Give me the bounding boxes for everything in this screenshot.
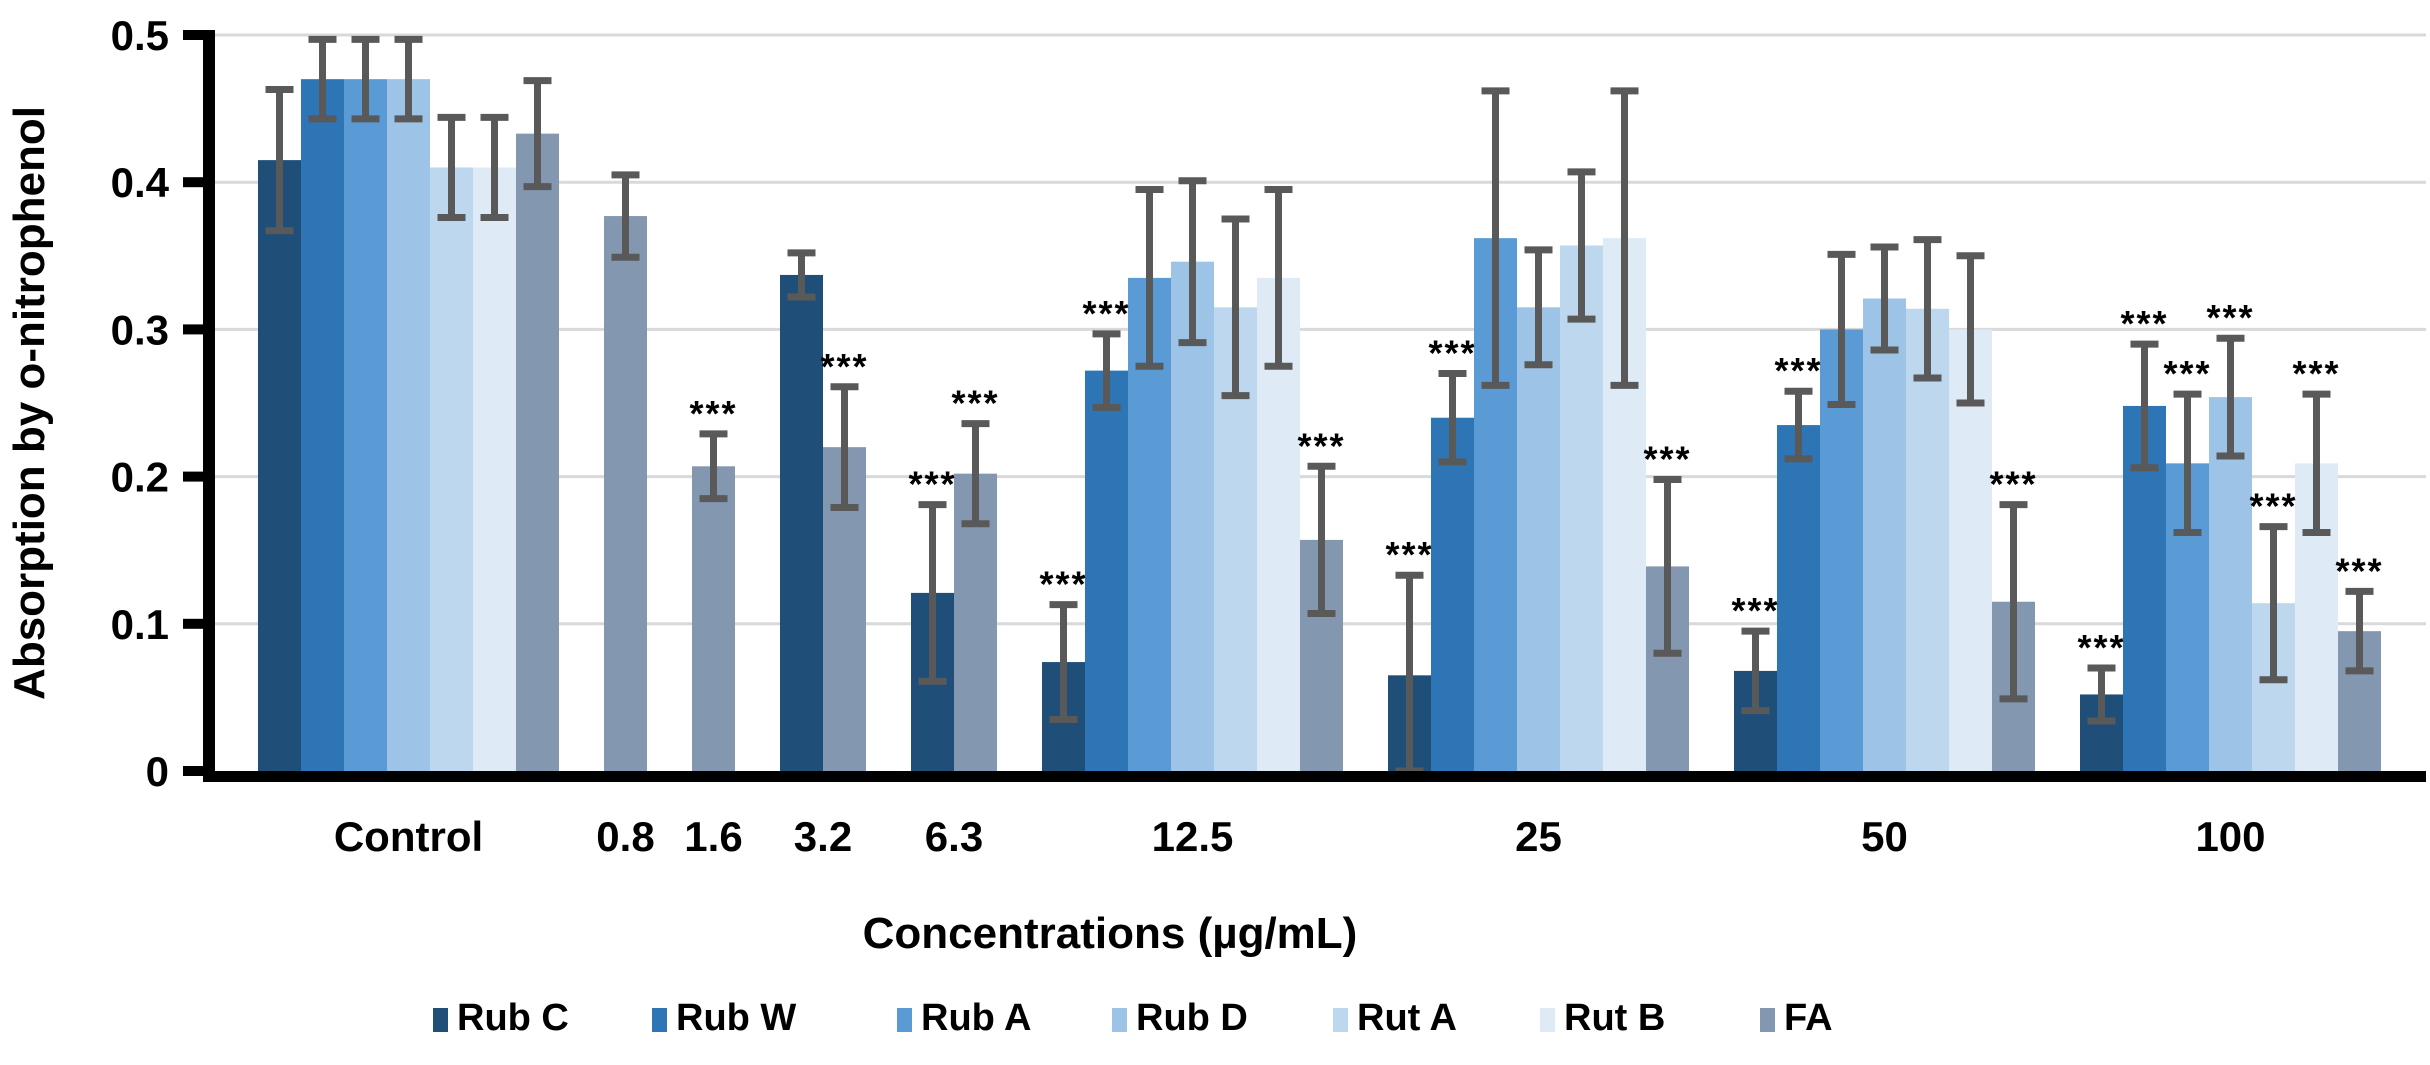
sig-marker-1-6-fa: ***	[689, 393, 737, 434]
sig-marker-12-5-rub-c: ***	[1039, 564, 1087, 605]
x-tick-1-6: 1.6	[684, 813, 742, 860]
y-tick-mark-0.5	[183, 30, 203, 40]
bar-control-rub-c	[258, 160, 301, 771]
significance-markers: *** *** *** *** *** *** *** *** *** *** *** *** *** *…	[689, 293, 2383, 668]
y-tick-mark-0.4	[183, 177, 203, 188]
legend-label-rut-a: Rut A	[1357, 997, 1457, 1039]
sig-marker-100-rub-d: ***	[2206, 297, 2254, 338]
x-axis-title: Concentrations (µg/mL)	[863, 909, 1358, 958]
sig-marker-25-fa: ***	[1643, 439, 1691, 480]
sig-marker-6-3-rub-c: ***	[908, 464, 956, 505]
legend-swatch-fa	[1760, 1008, 1775, 1032]
bar-control-rut-a	[430, 167, 473, 772]
legend-swatch-rut-b	[1540, 1008, 1555, 1032]
bar-control-rub-d	[387, 79, 430, 771]
y-tick-labels: 0 0.1 0.2 0.3 0.4 0.5	[111, 12, 170, 795]
bar-12-5-rub-d	[1171, 261, 1214, 771]
bar-50-rub-d	[1863, 298, 1906, 771]
legend-swatch-rub-w	[652, 1008, 667, 1032]
y-axis-title: Absorption by o-nitrophenol	[5, 106, 54, 700]
sig-marker-12-5-fa: ***	[1297, 425, 1345, 466]
x-tick-0-8: 0.8	[596, 813, 654, 860]
legend-label-rub-a: Rub A	[921, 997, 1031, 1039]
x-tick-control: Control	[334, 813, 483, 860]
y-tick-mark-0.3	[183, 324, 203, 335]
bar-25-rub-w	[1431, 417, 1474, 771]
sig-marker-25-rub-c: ***	[1385, 534, 1433, 575]
y-tick-0.1: 0.1	[111, 601, 169, 648]
legend-swatch-rub-a	[897, 1008, 912, 1032]
y-tick-mark-0.2	[183, 471, 203, 482]
sig-marker-25-rub-w: ***	[1428, 333, 1476, 374]
x-tick-50: 50	[1861, 813, 1908, 860]
bar-control-rut-b	[473, 167, 516, 772]
sig-marker-50-rub-c: ***	[1731, 590, 1779, 631]
sig-marker-100-fa: ***	[2335, 550, 2383, 591]
legend-label-rub-c: Rub C	[457, 997, 569, 1039]
bar-12-5-rub-w	[1085, 370, 1128, 771]
axes	[183, 30, 2426, 782]
legend-swatch-rub-d	[1112, 1008, 1127, 1032]
sig-marker-100-rut-b: ***	[2292, 353, 2340, 394]
x-tick-100: 100	[2195, 813, 2265, 860]
sig-marker-6-3-fa: ***	[951, 383, 999, 424]
x-tick-25: 25	[1515, 813, 1562, 860]
sig-marker-100-rub-a: ***	[2163, 353, 2211, 394]
y-tick-mark-0	[183, 766, 203, 776]
legend-swatch-rut-a	[1333, 1008, 1348, 1032]
bar-control-rub-a	[344, 79, 387, 771]
bar-3-2-rub-c	[780, 274, 823, 771]
bar-control-rub-w	[301, 79, 344, 771]
y-tick-0.4: 0.4	[111, 159, 170, 206]
y-axis-line	[203, 30, 215, 781]
x-tick-3-2: 3.2	[794, 813, 852, 860]
sig-marker-100-rub-c: ***	[2077, 627, 2125, 668]
legend-label-rub-d: Rub D	[1136, 997, 1248, 1039]
legend-swatch-rub-c	[433, 1008, 448, 1032]
bar-50-rub-w	[1777, 425, 1820, 771]
bar-1-6-fa	[692, 466, 735, 771]
gridlines	[209, 33, 2426, 626]
bar-control-fa	[516, 133, 559, 771]
sig-marker-50-fa: ***	[1989, 464, 2037, 505]
x-tick-12-5: 12.5	[1152, 813, 1234, 860]
x-axis-line	[203, 771, 2426, 782]
y-tick-0.2: 0.2	[111, 454, 169, 501]
bar-25-rub-d	[1517, 307, 1560, 771]
bar-50-rut-a	[1906, 308, 1949, 771]
error-bars	[265, 35, 2374, 775]
legend-label-fa: FA	[1784, 997, 1833, 1039]
x-tick-labels: Control 0.8 1.6 3.2 6.3 12.5 25 50 100	[334, 813, 2266, 860]
y-tick-0.3: 0.3	[111, 306, 169, 353]
x-tick-6-3: 6.3	[925, 813, 983, 860]
y-tick-0: 0	[146, 748, 169, 795]
sig-marker-100-rub-w: ***	[2120, 303, 2168, 344]
bar-25-rut-a	[1560, 245, 1603, 772]
bar-0-8-fa	[604, 216, 647, 771]
y-tick-mark-0.1	[183, 618, 203, 629]
sig-marker-100-rut-a: ***	[2249, 486, 2297, 527]
legend-label-rub-w: Rub W	[676, 997, 796, 1039]
sig-marker-50-rub-w: ***	[1774, 350, 1822, 391]
legend-label-rut-b: Rut B	[1564, 997, 1665, 1039]
sig-marker-12-5-rub-w: ***	[1082, 293, 1130, 334]
sig-marker-3-2-fa: ***	[820, 346, 868, 387]
legend: Rub C Rub W Rub A Rub D Rut A Rut B FA	[433, 997, 1833, 1039]
y-tick-0.5: 0.5	[111, 12, 169, 59]
